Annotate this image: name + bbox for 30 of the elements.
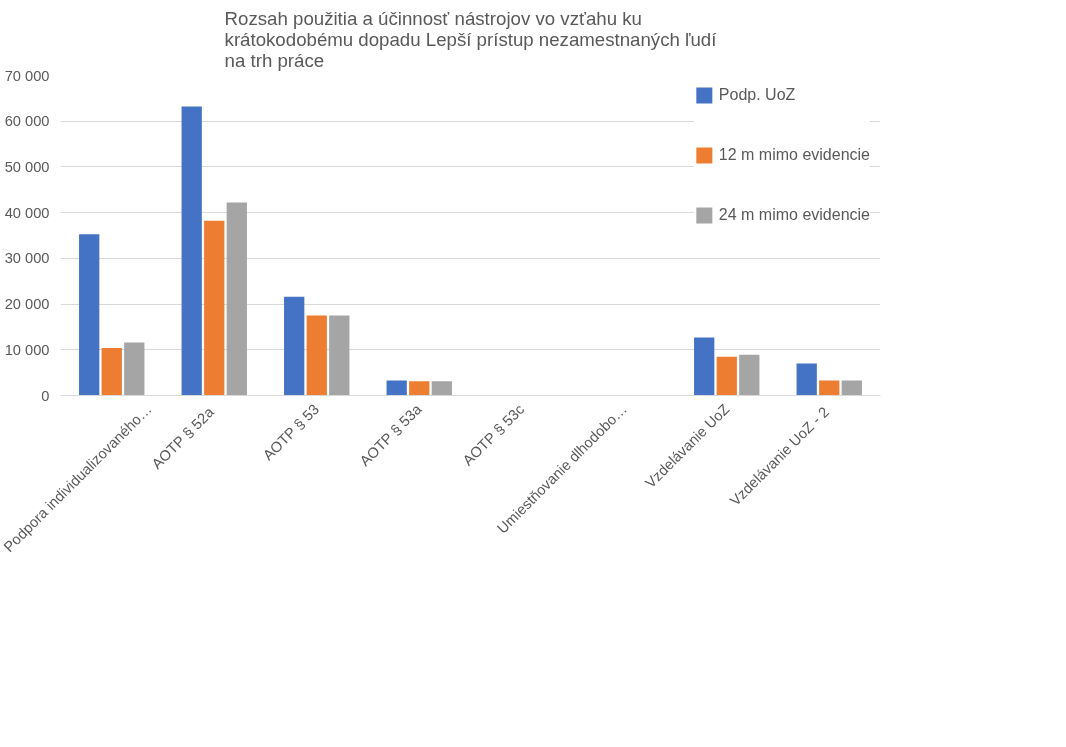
bar bbox=[694, 337, 715, 396]
bar bbox=[716, 356, 737, 396]
bar bbox=[409, 381, 430, 396]
y-tick-label: 50 000 bbox=[4, 158, 50, 175]
bar bbox=[124, 342, 145, 396]
legend-label: 12 m mimo evidencie bbox=[718, 146, 870, 164]
bar bbox=[819, 380, 840, 396]
bar bbox=[204, 220, 225, 396]
chart-title: Rozsah použitia a účinnosť nástrojov vo vzťahu ku krátokodobému dopadu Lepší prístup nezamestnaných ľudí na trh práce bbox=[224, 7, 718, 71]
bar bbox=[796, 363, 817, 396]
y-tick-label: 70 000 bbox=[4, 67, 50, 84]
bar bbox=[181, 106, 202, 396]
bar bbox=[101, 347, 122, 396]
y-tick-label: 0 bbox=[41, 387, 50, 404]
y-tick-label: 40 000 bbox=[4, 204, 50, 221]
bar bbox=[386, 380, 407, 396]
bar bbox=[739, 354, 760, 396]
bar bbox=[329, 315, 350, 396]
bar bbox=[226, 202, 247, 396]
legend-label: Podp. UoZ bbox=[718, 86, 796, 104]
y-tick-label: 20 000 bbox=[4, 296, 50, 313]
bar bbox=[306, 315, 327, 396]
bar bbox=[284, 296, 305, 396]
bar bbox=[431, 381, 452, 396]
y-tick-label: 10 000 bbox=[4, 341, 50, 358]
y-tick-label: 30 000 bbox=[4, 250, 50, 267]
bar bbox=[841, 380, 862, 396]
legend-label: 24 m mimo evidencie bbox=[718, 206, 870, 224]
y-tick-label: 60 000 bbox=[4, 113, 50, 130]
bar bbox=[79, 234, 100, 396]
